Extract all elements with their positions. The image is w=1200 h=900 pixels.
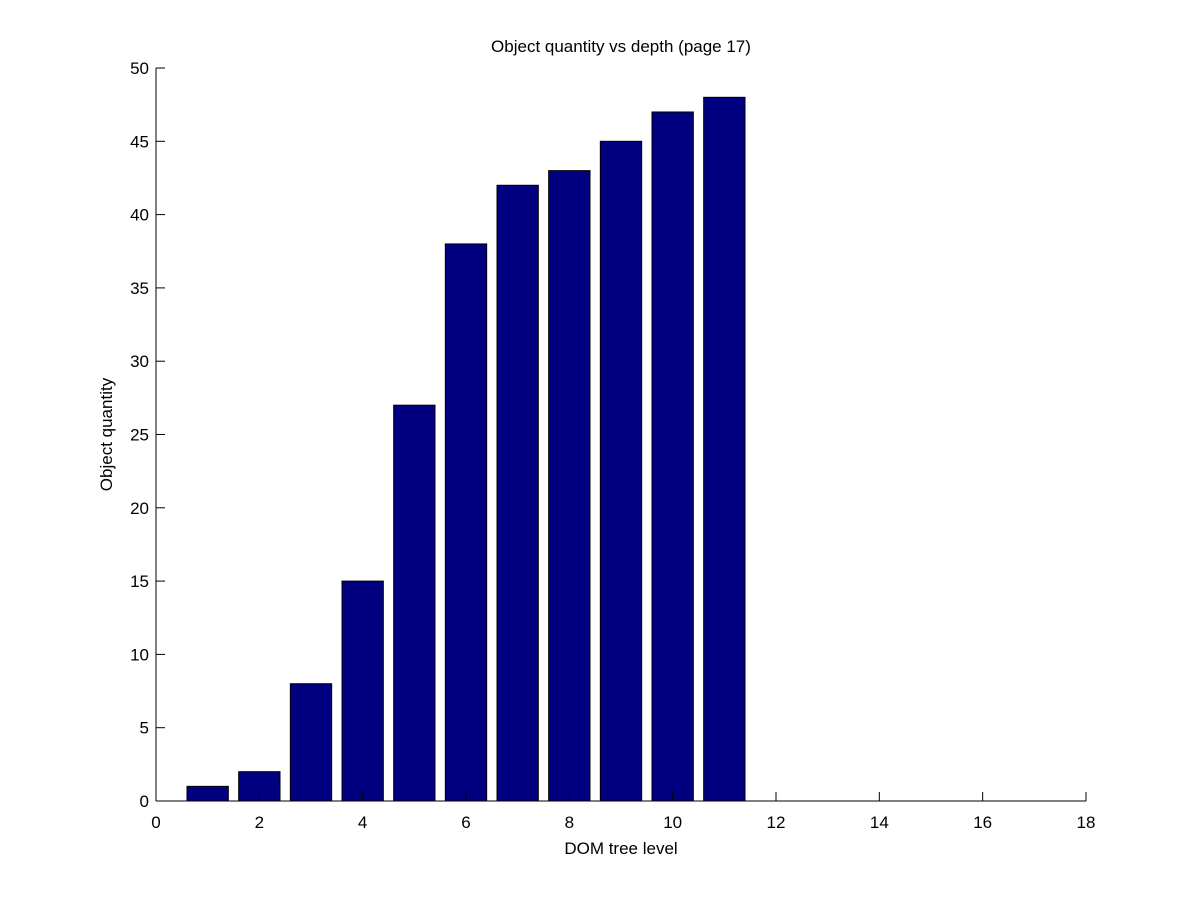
x-tick-label: 2 xyxy=(255,813,264,832)
y-tick-label: 20 xyxy=(130,499,149,518)
y-tick-label: 50 xyxy=(130,59,149,78)
x-axis-label: DOM tree level xyxy=(564,839,677,858)
bar-level-4 xyxy=(341,580,384,802)
axis-ticks: 0 2 4 6 8 10 12 14 16 18 0 5 10 15 20 25 30 35 40 45 50 xyxy=(130,59,1095,832)
x-tick-label: 12 xyxy=(767,813,786,832)
bar-level-1 xyxy=(186,785,229,802)
y-tick-label: 35 xyxy=(130,279,149,298)
y-tick-label: 5 xyxy=(140,719,149,738)
bar-level-7 xyxy=(496,184,539,802)
x-tick-label: 16 xyxy=(973,813,992,832)
y-tick-label: 25 xyxy=(130,426,149,445)
bar-level-9 xyxy=(599,140,643,802)
bars-layer xyxy=(186,96,746,802)
y-tick-label: 40 xyxy=(130,206,149,225)
y-tick-label: 15 xyxy=(130,572,149,591)
x-tick-label: 18 xyxy=(1077,813,1096,832)
x-tick-label: 8 xyxy=(565,813,574,832)
y-tick-label: 45 xyxy=(130,132,149,151)
chart-title: Object quantity vs depth (page 17) xyxy=(491,37,751,56)
x-tick-label: 14 xyxy=(870,813,889,832)
x-tick-label: 4 xyxy=(358,813,367,832)
bar-level-11 xyxy=(703,96,746,802)
y-tick-label: 10 xyxy=(130,645,149,664)
x-tick-label: 6 xyxy=(461,813,470,832)
bar-level-10 xyxy=(651,111,694,802)
bar-level-6 xyxy=(444,243,488,802)
bar-level-8 xyxy=(548,170,591,802)
y-tick-label: 0 xyxy=(140,792,149,811)
x-tick-label: 0 xyxy=(151,813,160,832)
bar-level-5 xyxy=(393,404,436,802)
x-tick-label: 10 xyxy=(663,813,682,832)
bar-level-3 xyxy=(289,683,333,802)
y-axis-label: Object quantity xyxy=(97,377,116,491)
y-tick-label: 30 xyxy=(130,352,149,371)
